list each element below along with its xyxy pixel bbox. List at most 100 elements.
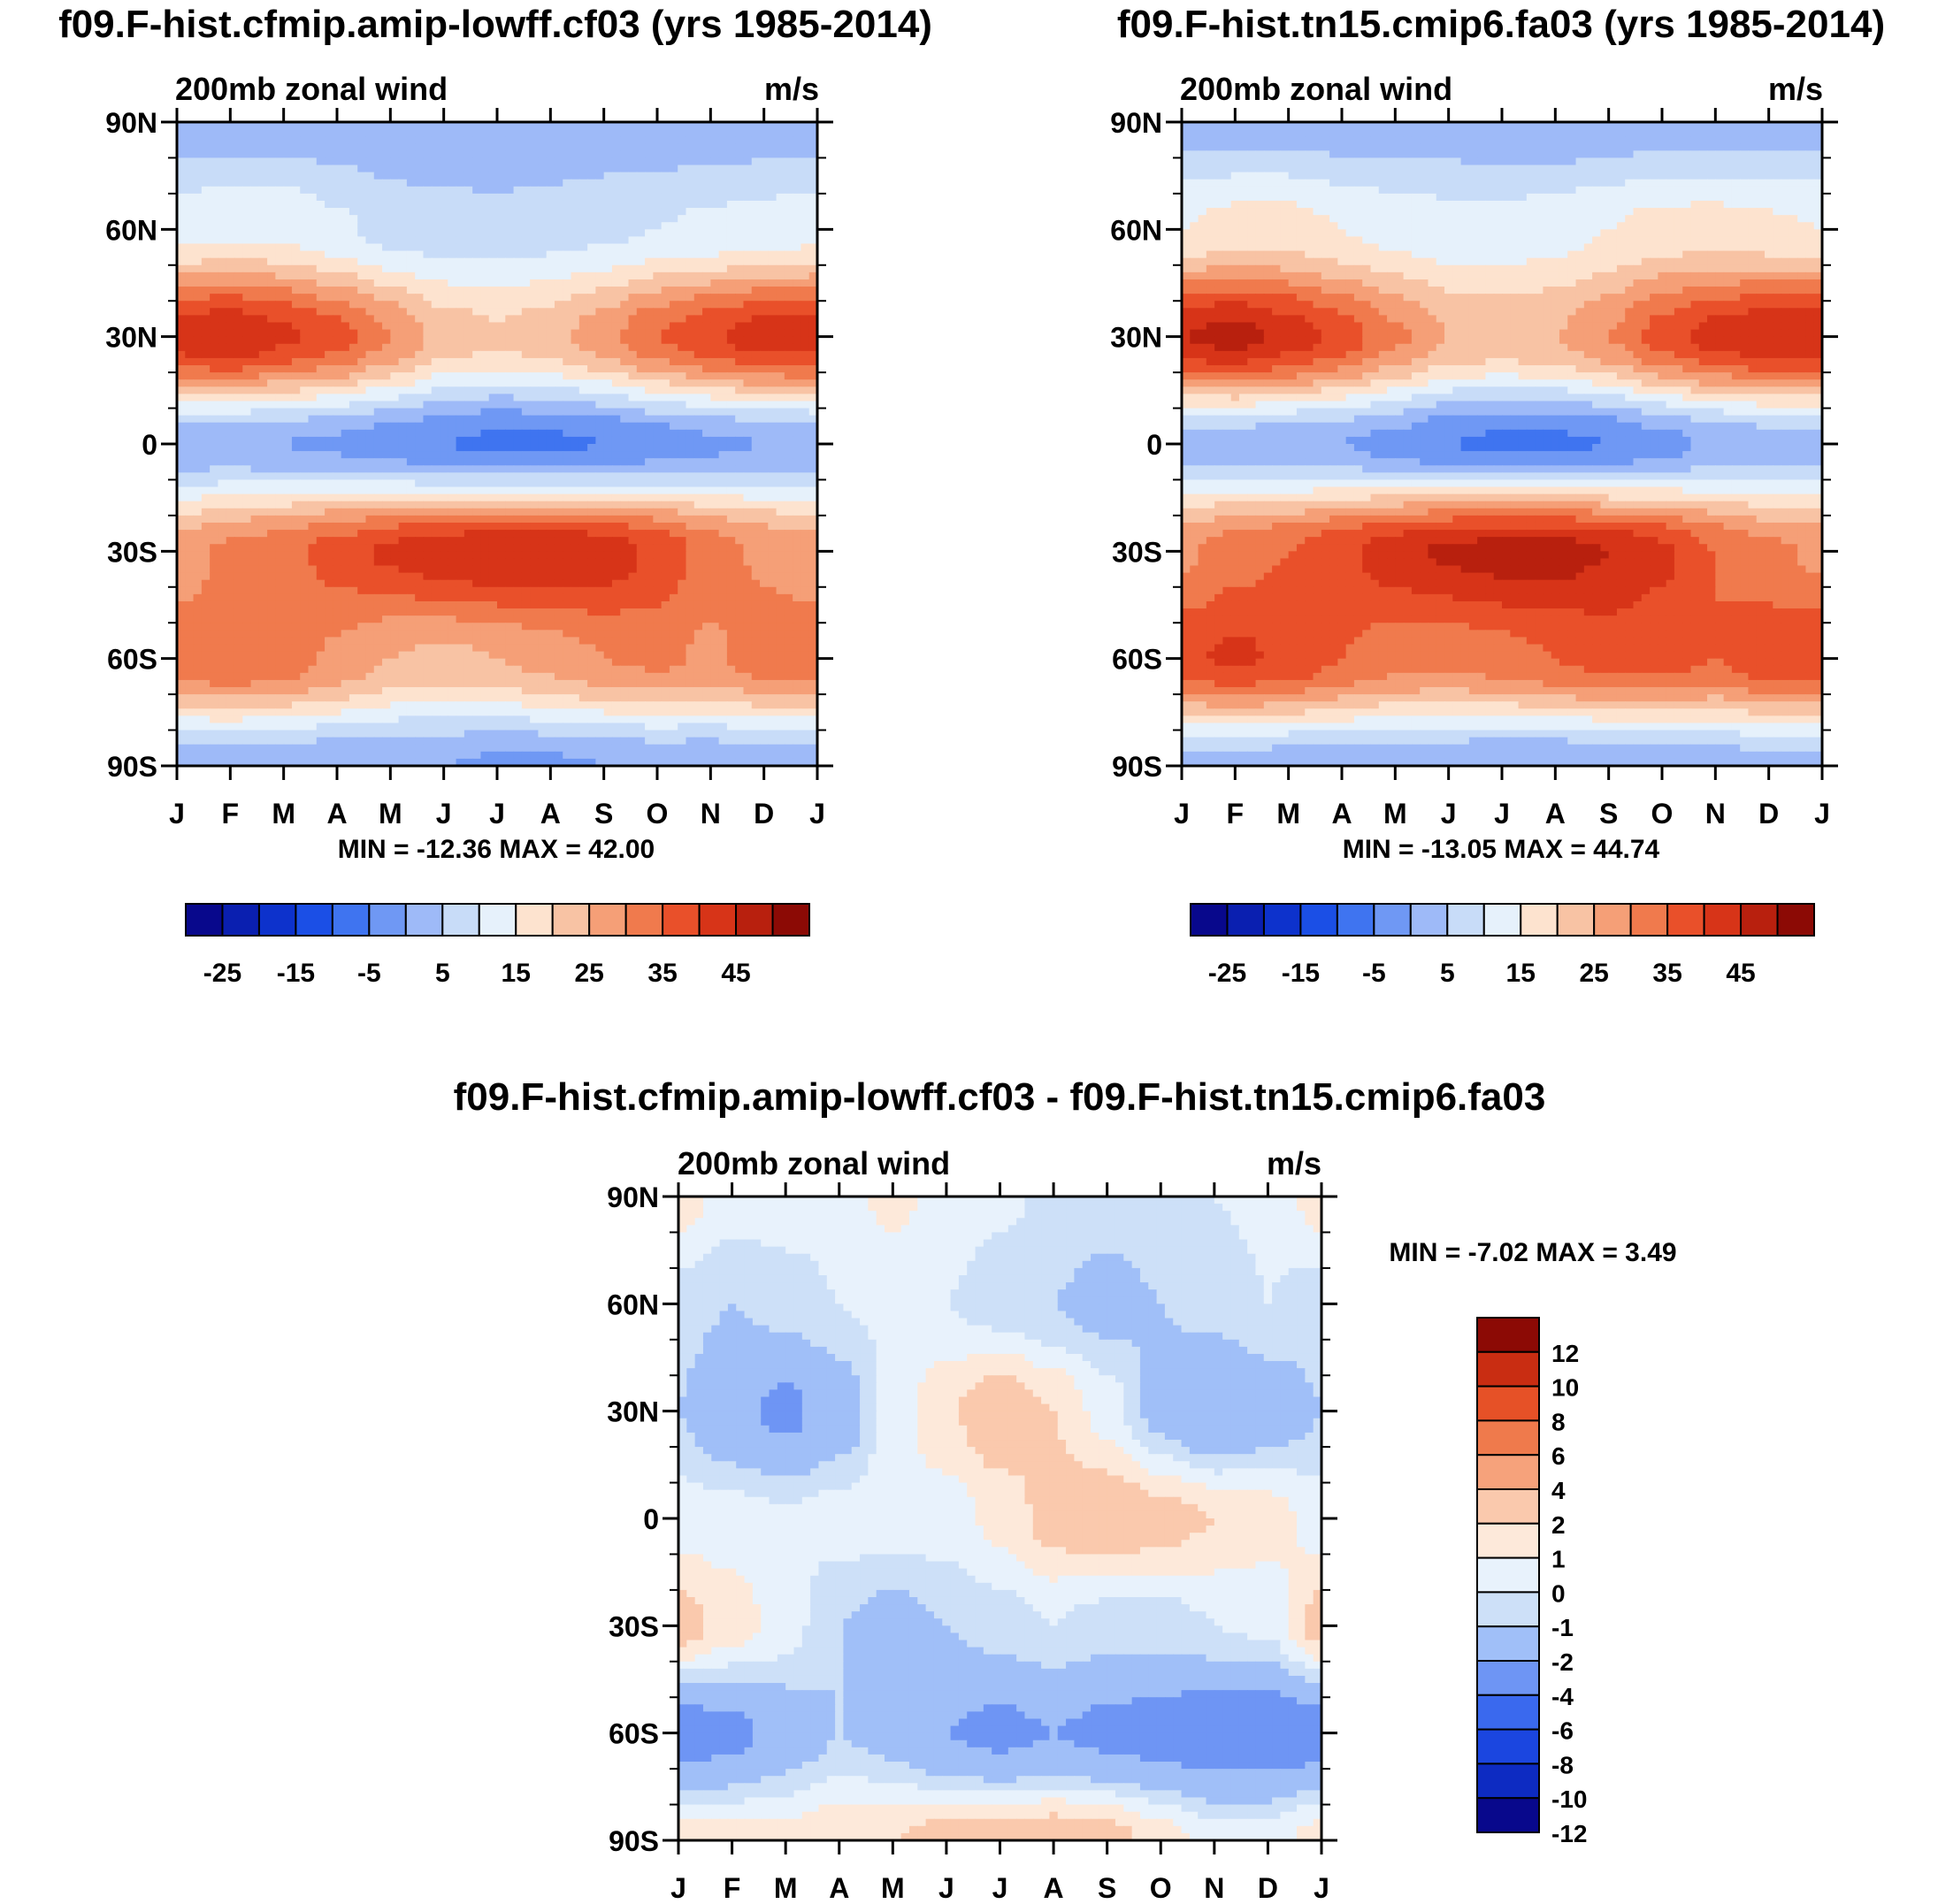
- contour-cell: [275, 194, 284, 202]
- contour-cell: [538, 165, 547, 173]
- contour-cell: [662, 258, 670, 266]
- contour-cell: [480, 143, 489, 151]
- contour-cell: [579, 201, 588, 209]
- contour-cell: [702, 222, 711, 230]
- contour-cell: [300, 165, 309, 173]
- contour-cell: [612, 229, 621, 237]
- contour-cell: [218, 172, 226, 180]
- contour-cell: [670, 129, 678, 137]
- contour-cell: [629, 201, 638, 209]
- contour-cell: [538, 157, 547, 165]
- contour-cell: [710, 279, 719, 287]
- contour-cell: [472, 201, 481, 209]
- contour-cell: [752, 208, 761, 216]
- contour-cell: [309, 279, 318, 287]
- contour-cell: [194, 187, 203, 195]
- contour-cell: [670, 222, 678, 230]
- contour-cell: [202, 236, 211, 244]
- contour-cell: [251, 187, 260, 195]
- contour-cell: [194, 165, 203, 173]
- contour-cell: [620, 236, 629, 244]
- contour-cell: [538, 258, 547, 266]
- contour-cell: [538, 244, 547, 252]
- contour-cell: [522, 215, 531, 223]
- contour-cell: [349, 258, 358, 266]
- contour-cell: [752, 222, 761, 230]
- contour-cell: [514, 229, 523, 237]
- contour-cell: [768, 222, 777, 230]
- contour-cell: [662, 129, 670, 137]
- contour-cell: [710, 244, 719, 252]
- contour-cell: [629, 208, 638, 216]
- contour-cell: [194, 279, 203, 287]
- contour-cell: [284, 208, 293, 216]
- contour-cell: [284, 157, 293, 165]
- contour-cell: [365, 136, 374, 144]
- contour-cell: [472, 129, 481, 137]
- contour-cell: [341, 180, 350, 187]
- contour-cell: [538, 215, 547, 223]
- contour-cell: [752, 143, 761, 151]
- contour-cell: [325, 265, 333, 273]
- contour-cell: [612, 157, 621, 165]
- contour-cell: [374, 201, 383, 209]
- contour-cell: [645, 265, 654, 273]
- contour-cell: [382, 180, 391, 187]
- contour-cell: [210, 265, 218, 273]
- contour-cell: [555, 272, 563, 280]
- contour-cell: [587, 143, 596, 151]
- contour-cell: [555, 201, 563, 209]
- contour-cell: [357, 180, 366, 187]
- contour-cell: [333, 143, 341, 151]
- contour-cell: [374, 180, 383, 187]
- contour-cell: [735, 150, 744, 158]
- contour-cell: [489, 251, 498, 259]
- contour-cell: [267, 129, 276, 137]
- contour-cell: [218, 236, 226, 244]
- contour-cell: [768, 215, 777, 223]
- contour-cell: [242, 157, 251, 165]
- contour-cell: [752, 201, 761, 209]
- contour-cell: [382, 236, 391, 244]
- contour-cell: [678, 187, 686, 195]
- contour-cell: [448, 194, 456, 202]
- contour-cell: [571, 222, 580, 230]
- contour-cell: [333, 208, 341, 216]
- contour-cell: [604, 136, 613, 144]
- contour-cell: [604, 150, 613, 158]
- contour-cell: [727, 201, 736, 209]
- contour-cell: [710, 272, 719, 280]
- contour-cell: [620, 187, 629, 195]
- contour-cell: [317, 150, 326, 158]
- contour-cell: [620, 157, 629, 165]
- contour-cell: [242, 272, 251, 280]
- contour-cell: [382, 165, 391, 173]
- contour-cell: [710, 143, 719, 151]
- contour-cell: [719, 165, 728, 173]
- contour-cell: [284, 165, 293, 173]
- contour-cell: [365, 129, 374, 137]
- contour-cell: [555, 150, 563, 158]
- contour-cell: [456, 187, 465, 195]
- contour-cell: [226, 208, 235, 216]
- contour-cell: [497, 157, 506, 165]
- contour-cell: [341, 157, 350, 165]
- contour-cell: [595, 279, 604, 287]
- contour-cell: [399, 258, 408, 266]
- contour-cell: [678, 201, 686, 209]
- contour-cell: [210, 222, 218, 230]
- contour-cell: [793, 194, 801, 202]
- contour-cell: [333, 194, 341, 202]
- contour-cell: [800, 194, 809, 202]
- contour-cell: [448, 265, 456, 273]
- contour-cell: [472, 279, 481, 287]
- contour-cell: [579, 157, 588, 165]
- contour-cell: [259, 229, 268, 237]
- contour-cell: [390, 136, 399, 144]
- contour-cell: [637, 187, 646, 195]
- contour-cell: [325, 279, 333, 287]
- contour-cell: [530, 279, 539, 287]
- contour-cell: [365, 201, 374, 209]
- contour-cell: [710, 265, 719, 273]
- contour-cell: [202, 229, 211, 237]
